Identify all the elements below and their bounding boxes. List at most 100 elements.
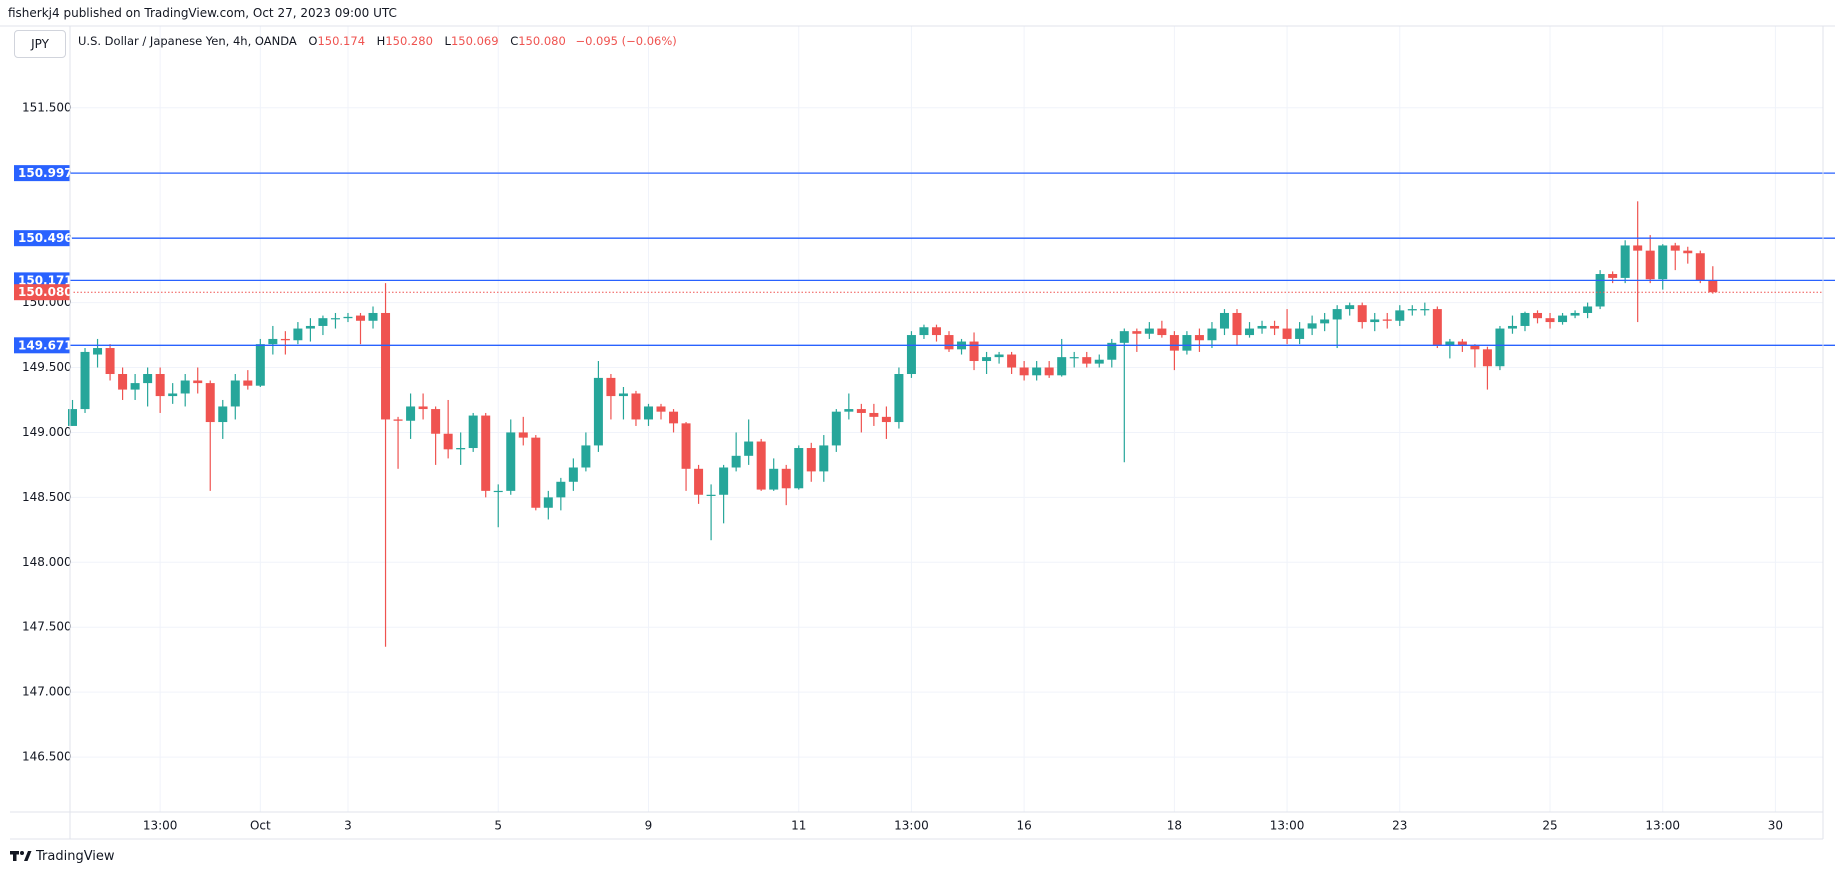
candle-body (706, 494, 716, 496)
candle-body (130, 383, 140, 390)
candle-body (155, 374, 165, 397)
candle-body (230, 380, 240, 407)
candle-body (381, 312, 391, 420)
candle-body (631, 393, 641, 420)
x-tick-label: 13:00 (1645, 819, 1680, 833)
x-tick-label: 13:00 (1270, 819, 1305, 833)
candle-body (1683, 250, 1693, 254)
candle-body (1057, 357, 1067, 376)
candle-body (744, 441, 754, 456)
candle-body (1295, 328, 1305, 339)
candle-body (1432, 309, 1442, 346)
candle-body (1370, 319, 1380, 323)
candle-body (305, 325, 315, 329)
candle-body (243, 380, 253, 386)
candle-body (205, 383, 215, 423)
candle-body (1507, 325, 1517, 329)
footer-logo (10, 851, 32, 861)
candle-body (68, 409, 78, 426)
candle-body (1094, 359, 1104, 364)
y-tick-label: 149.500 (22, 360, 72, 374)
candle-body (656, 406, 666, 412)
candle-body (919, 327, 929, 336)
candle-body (1157, 328, 1167, 336)
candle-body (1007, 354, 1017, 368)
candle-body (368, 312, 378, 321)
y-tick-label: 147.000 (22, 685, 72, 699)
change: −0.095 (−0.06%) (575, 34, 677, 48)
candle-body (1670, 245, 1680, 251)
candle-body (1545, 318, 1555, 323)
publish-info: fisherkj4 published on TradingView.com, … (8, 6, 397, 20)
candle-body (556, 481, 566, 498)
candle-body (268, 338, 278, 345)
ohlc-value: 150.174 (317, 34, 366, 48)
candle-body (731, 455, 741, 468)
level-label: 150.496 (18, 231, 73, 245)
candle-body (606, 377, 616, 397)
brand: TradingView (36, 849, 115, 864)
x-tick-label: 11 (791, 819, 806, 833)
level-label-box (14, 230, 70, 247)
candle-body (881, 416, 891, 423)
candle-body (906, 335, 916, 375)
candle-body (355, 315, 365, 321)
candle-body (1257, 325, 1267, 329)
marks (68, 201, 1718, 647)
level-label: 149.671 (18, 338, 73, 352)
candle-body (1482, 349, 1492, 367)
candle-body (518, 432, 528, 438)
candle-body (443, 433, 453, 450)
ohlc-key: L (444, 34, 451, 48)
candle-body (969, 341, 979, 362)
candle-body (944, 335, 954, 350)
candle-body (1658, 245, 1668, 280)
candle-body (1558, 315, 1568, 323)
candle-body (1345, 305, 1355, 310)
last-price-label: 150.080 (18, 285, 73, 299)
candle-body (1620, 245, 1630, 278)
candle-body (280, 338, 290, 341)
candle-body (1520, 312, 1530, 326)
candle-body (468, 415, 478, 449)
candle-body (1207, 328, 1217, 341)
candle-body (1245, 328, 1255, 336)
symbol-button[interactable]: JPY (14, 30, 66, 58)
candle-body (1583, 306, 1593, 313)
candle-body (80, 351, 90, 410)
candle-body (1082, 357, 1092, 364)
candle-body (1357, 305, 1367, 323)
candle-body (781, 468, 791, 489)
candle-body (255, 344, 265, 386)
candle-body (1019, 367, 1029, 376)
candle-body (643, 406, 653, 420)
ohlc-key: O (308, 34, 318, 48)
candle-body (143, 374, 153, 384)
candle-body (431, 409, 441, 434)
candle-body (293, 328, 303, 341)
candle-body (1032, 367, 1042, 376)
candle-body (819, 445, 829, 472)
level-label: 150.997 (18, 166, 73, 180)
candle-body (593, 377, 603, 446)
logo-part (24, 851, 32, 861)
overlays: 146.500 147.000 147.500 148.000 148.500 149.0… (14, 100, 1835, 833)
x-tick-label: 30 (1768, 819, 1783, 833)
logo-part (20, 851, 24, 855)
candle-body (330, 318, 340, 320)
candle-body (1219, 312, 1229, 329)
y-tick-label: 148.000 (22, 555, 72, 569)
y-tick-label: 151.500 (22, 100, 72, 114)
x-tick-label: 13:00 (894, 819, 929, 833)
x-tick-label: 18 (1167, 819, 1182, 833)
candle-body (1608, 274, 1618, 278)
candle-body (1119, 331, 1129, 343)
candle-body (769, 468, 779, 490)
y-tick-label: 147.500 (22, 620, 72, 634)
candle-body (1445, 341, 1455, 346)
y-tick-label: 149.000 (22, 425, 72, 439)
candle-body (168, 393, 178, 397)
candle-body (894, 374, 904, 423)
